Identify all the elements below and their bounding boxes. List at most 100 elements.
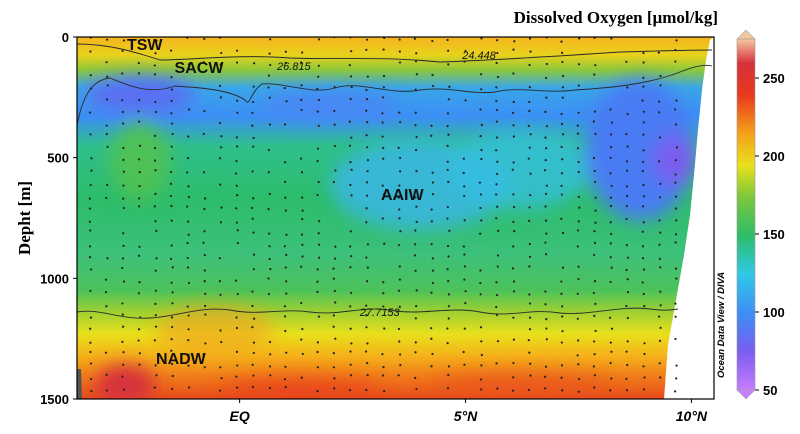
sample-point	[348, 144, 352, 147]
sample-point	[153, 159, 157, 162]
sample-point	[496, 205, 499, 208]
sample-point	[577, 63, 581, 66]
sample-point	[643, 388, 646, 391]
sample-point	[154, 52, 157, 55]
sample-point	[447, 305, 451, 308]
water-mass-labels: TSW SACW AAIW NADW	[127, 37, 425, 368]
sample-point	[397, 243, 400, 247]
sample-point	[512, 316, 515, 319]
sample-point	[593, 374, 596, 377]
sample-point	[398, 38, 401, 41]
colorbar: 250 200 150 100 50	[736, 29, 785, 400]
sample-point	[609, 204, 613, 208]
sample-point	[187, 135, 190, 138]
sample-point	[479, 206, 482, 210]
x-tick-label: 10°N	[676, 408, 708, 424]
colorbar-tick-label: 150	[763, 227, 785, 242]
sample-point	[414, 269, 417, 272]
sample-point	[414, 88, 417, 91]
sample-point	[252, 145, 255, 148]
sample-point	[171, 157, 174, 160]
sample-point	[496, 265, 499, 268]
sample-point	[610, 133, 613, 136]
sample-point	[137, 292, 140, 295]
sample-point	[414, 243, 417, 246]
sample-point	[169, 49, 173, 52]
sample-point	[122, 363, 125, 366]
sample-point	[593, 386, 596, 389]
sample-point	[300, 171, 304, 174]
sample-point	[447, 317, 450, 320]
sample-point	[137, 158, 141, 161]
sample-point	[659, 304, 662, 307]
sample-point	[284, 61, 287, 64]
sample-point	[332, 267, 335, 270]
sample-point	[594, 302, 597, 306]
sample-point	[464, 49, 467, 53]
sample-point	[220, 51, 223, 55]
sample-point	[365, 304, 368, 307]
sample-point	[609, 232, 613, 236]
sample-point	[268, 52, 271, 55]
sample-point	[577, 265, 580, 268]
sample-point	[577, 377, 581, 381]
sample-point	[154, 302, 157, 306]
sample-point	[301, 196, 304, 199]
sample-point	[561, 86, 564, 89]
isopycnal-label: 26.815	[276, 61, 312, 73]
sample-point	[480, 148, 483, 152]
sample-point	[90, 169, 93, 172]
sample-point	[334, 301, 337, 304]
sample-point	[106, 257, 109, 260]
sample-point	[513, 229, 516, 233]
sample-point	[285, 233, 288, 236]
nadw-patch	[430, 373, 610, 397]
sample-point	[349, 374, 353, 377]
sample-point	[674, 233, 678, 236]
sample-point	[301, 217, 304, 221]
sample-point	[316, 350, 319, 354]
sample-point	[89, 74, 92, 77]
sample-point	[333, 123, 336, 126]
sample-point	[187, 314, 190, 317]
sample-point	[348, 120, 351, 123]
sample-point	[383, 193, 386, 196]
sample-point	[104, 291, 108, 294]
sample-point	[268, 340, 272, 344]
sample-point	[594, 64, 597, 67]
sample-point	[593, 353, 596, 356]
sample-point	[609, 389, 612, 392]
sample-point	[447, 280, 450, 283]
sample-point	[447, 293, 451, 296]
sample-point	[545, 147, 548, 150]
sample-point	[348, 64, 351, 67]
sample-point	[219, 366, 222, 369]
sample-point	[137, 328, 141, 331]
sample-point	[202, 171, 206, 174]
sample-point	[674, 267, 678, 270]
sample-point	[464, 302, 467, 305]
sample-point	[609, 256, 612, 259]
sample-point	[269, 374, 272, 377]
sample-point	[284, 266, 287, 269]
sample-point	[593, 169, 596, 173]
sample-point	[398, 217, 401, 220]
sample-point	[512, 376, 515, 379]
sample-point	[349, 75, 353, 78]
sample-point	[529, 194, 532, 197]
sample-point	[122, 232, 125, 235]
sample-point	[561, 60, 564, 64]
sample-point	[187, 353, 190, 356]
sample-point	[138, 171, 141, 174]
sample-point	[89, 316, 93, 319]
sample-point	[464, 99, 467, 102]
sample-point	[154, 192, 157, 195]
sample-point	[171, 374, 174, 378]
sample-point	[675, 219, 678, 222]
sample-point	[415, 73, 418, 76]
sample-point	[593, 314, 596, 317]
sample-point	[154, 269, 157, 272]
sample-point	[382, 146, 385, 150]
sample-point	[349, 161, 352, 164]
sample-point	[626, 363, 629, 367]
